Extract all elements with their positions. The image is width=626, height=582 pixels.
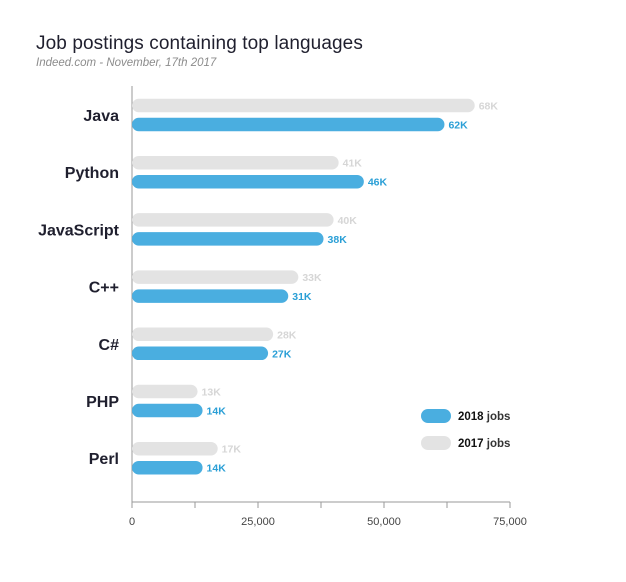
data-label-2017: 28K xyxy=(277,329,297,341)
data-label-2018: 27K xyxy=(272,348,292,360)
bar-2017 xyxy=(132,327,274,342)
data-label-2017: 17K xyxy=(222,444,242,456)
x-tick-label: 25,000 xyxy=(241,516,275,528)
bar-2017 xyxy=(132,270,299,284)
category-label: C# xyxy=(99,337,120,354)
category-label: C++ xyxy=(89,280,119,297)
x-tick-label: 75,000 xyxy=(493,516,527,528)
bar-2017 xyxy=(132,98,475,113)
x-tick-label: 50,000 xyxy=(367,516,401,528)
bar-2018 xyxy=(132,289,289,303)
bar-2018 xyxy=(132,460,203,475)
bar-2017 xyxy=(132,441,218,456)
bar-2017 xyxy=(132,155,339,170)
category-label: Perl xyxy=(89,451,119,468)
category-label: PHP xyxy=(86,394,119,411)
data-label-2017: 33K xyxy=(302,272,322,284)
data-label-2018: 14K xyxy=(207,463,227,475)
bar-2017 xyxy=(132,384,198,399)
bar-2018 xyxy=(132,403,203,418)
data-label-2017: 40K xyxy=(338,215,358,227)
bar-2018 xyxy=(132,232,324,246)
bar-2018 xyxy=(132,174,364,189)
data-label-2017: 68K xyxy=(479,101,499,113)
legend-swatch-2017 xyxy=(421,436,451,450)
x-tick-label: 0 xyxy=(129,516,135,528)
bar-2018 xyxy=(132,346,269,361)
data-label-2018: 62K xyxy=(448,120,468,132)
legend-swatch-2018 xyxy=(421,409,451,423)
data-label-2018: 46K xyxy=(368,177,388,189)
data-label-2018: 14K xyxy=(207,406,227,418)
bar-2017 xyxy=(132,213,334,227)
chart-title: Job postings containing top languages xyxy=(36,33,363,54)
data-label-2018: 31K xyxy=(292,291,312,303)
data-label-2017: 13K xyxy=(202,387,222,399)
data-label-2017: 41K xyxy=(343,158,363,170)
legend-label-2017: 2017 jobs xyxy=(458,438,510,450)
category-label: JavaScript xyxy=(38,222,120,239)
data-label-2018: 38K xyxy=(328,234,348,246)
legend-label-2018: 2018 jobs xyxy=(458,411,510,423)
category-label: Java xyxy=(83,108,119,125)
chart-subtitle: Indeed.com - November, 17th 2017 xyxy=(36,57,217,69)
bar-2018 xyxy=(132,117,445,132)
category-label: Python xyxy=(65,165,119,182)
